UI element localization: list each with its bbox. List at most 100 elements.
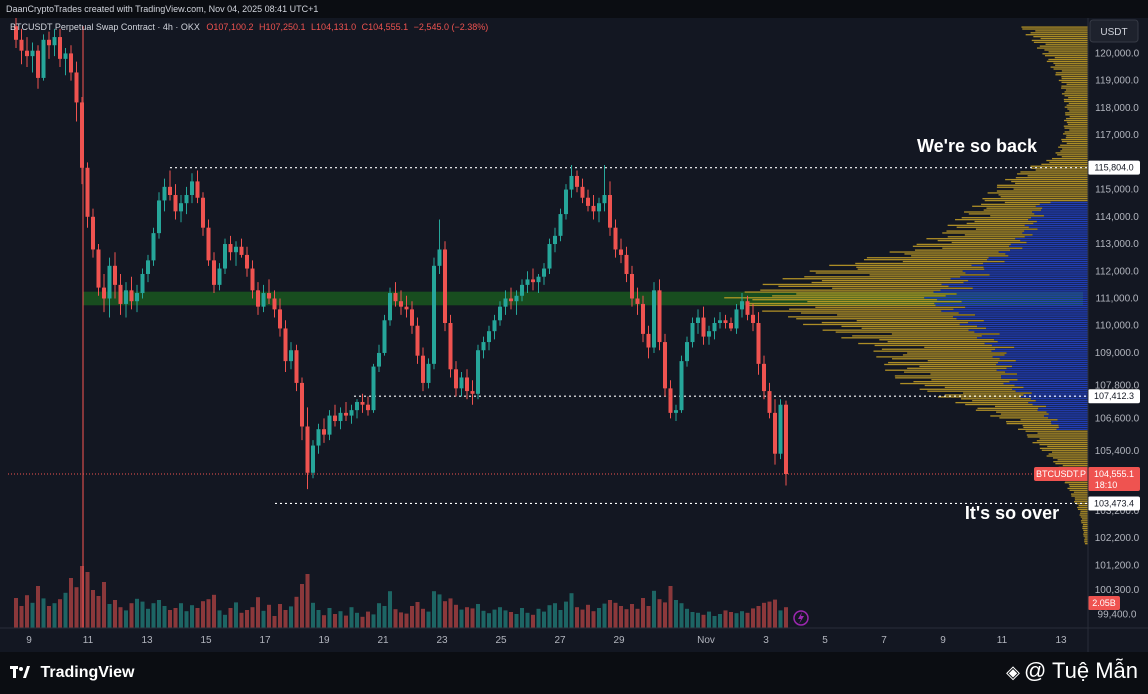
candle <box>613 227 618 250</box>
level-tag-middle-box[interactable] <box>1088 389 1140 404</box>
volume-profile-bar <box>746 302 935 305</box>
volume-profile-bar <box>1052 157 1088 160</box>
volume-profile-value-area-bar <box>1024 230 1088 232</box>
level-tag-upper: 115,804.0 <box>1094 163 1133 173</box>
volume-profile-bar <box>1031 39 1088 42</box>
volume-profile-bar <box>811 281 964 284</box>
volume-profile-value-area-bar <box>1014 384 1088 387</box>
candle <box>641 303 645 334</box>
volume-bar <box>564 601 568 628</box>
volume-bar <box>481 610 486 628</box>
volume-tag-box[interactable] <box>1088 596 1120 610</box>
candle <box>349 410 354 416</box>
volume-profile-bar <box>1000 196 1088 198</box>
volume-profile-value-area-bar <box>1026 241 1088 244</box>
volume-profile-bar <box>891 333 1000 335</box>
last-price-box[interactable] <box>1088 466 1140 491</box>
tradingview-logo[interactable]: TradingView <box>10 664 134 682</box>
volume-profile-bar <box>1069 116 1088 118</box>
volume-profile-bar <box>1045 43 1088 45</box>
volume-profile-bar <box>907 352 1007 354</box>
volume-profile-bar <box>1039 443 1088 446</box>
symbol-tag-box[interactable] <box>1034 466 1088 481</box>
level-tag-lower-box[interactable] <box>1088 496 1140 511</box>
volume-bar <box>558 610 563 628</box>
volume-profile-bar <box>1020 419 1058 421</box>
volume-profile-bar <box>1055 64 1088 66</box>
volume-bar <box>492 609 497 628</box>
volume-bar <box>107 604 112 628</box>
volume-bar <box>311 602 315 628</box>
candle <box>168 186 172 196</box>
time-tick-label: 27 <box>554 635 566 646</box>
candle <box>239 246 244 255</box>
volume-profile-bar <box>1049 161 1088 164</box>
flash-icon[interactable] <box>793 610 809 626</box>
volume-profile-bar <box>1025 34 1088 36</box>
volume-profile-bar <box>1053 68 1088 70</box>
volume-profile-bar <box>1064 100 1088 103</box>
annotation-top: We're so back <box>917 136 1038 156</box>
candle <box>696 317 700 323</box>
volume-profile-bar <box>752 299 937 301</box>
volume-bar <box>360 616 365 628</box>
candle <box>206 227 211 261</box>
price-tick-label: 118,000.0 <box>1095 103 1139 114</box>
price-chart[interactable]: 120,000.0 119,000.0 118,000.0 117,000.0 115,… <box>0 0 1148 652</box>
volume-bar <box>729 612 733 628</box>
volume-profile-value-area-bar <box>1017 373 1088 375</box>
volume-profile-bar <box>1066 117 1088 120</box>
volume-profile-value-area-bar <box>965 306 1088 308</box>
volume-profile-value-area-bar <box>976 337 1088 339</box>
volume-profile-bar <box>1077 508 1088 511</box>
volume-profile-bar <box>1036 47 1088 49</box>
volume-profile-bar <box>1011 180 1088 183</box>
volume-bar <box>305 574 310 628</box>
volume-bar <box>69 578 73 628</box>
volume-profile-value-area-bar <box>1051 421 1088 423</box>
volume-profile-value-area-bar <box>961 300 1088 303</box>
candle <box>316 429 321 446</box>
volume-bar <box>448 598 453 628</box>
volume-bar <box>201 601 205 628</box>
volume-bar <box>734 613 739 628</box>
volume-bar <box>723 610 728 628</box>
candle <box>63 53 68 59</box>
candle <box>553 235 557 245</box>
volume-profile-value-area-bar <box>988 257 1088 259</box>
volume-profile-bar <box>1039 45 1088 47</box>
volume-bar <box>316 610 321 628</box>
volume-bar <box>135 598 139 628</box>
volume-bar <box>602 603 607 628</box>
candle <box>481 342 486 351</box>
candle <box>531 279 535 283</box>
footer-bar: TradingView ◈ @ Tuệ Mẫn <box>0 652 1148 694</box>
binance-icon: ◈ <box>1006 662 1020 682</box>
volume-profile-bar <box>1022 424 1059 427</box>
volume-profile-bar <box>1041 163 1088 165</box>
currency-box[interactable] <box>1089 19 1139 43</box>
volume-profile-value-area-bar <box>945 295 1088 297</box>
volume-profile-value-area-bar <box>996 363 1088 366</box>
volume-bar <box>129 603 134 628</box>
volume-profile-bar <box>1082 523 1088 526</box>
volume-profile-value-area-bar <box>1046 411 1088 413</box>
time-tick-label: 25 <box>495 635 507 646</box>
volume-bar <box>470 608 475 628</box>
symbol-legend[interactable]: BTCUSDT Perpetual Swap Contract · 4h · O… <box>10 22 488 32</box>
volume-profile-bar <box>1067 123 1088 125</box>
candle <box>47 39 51 46</box>
volume-profile-bar <box>927 390 1016 392</box>
volume-bar <box>536 608 541 628</box>
volume-profile-value-area-bar <box>975 314 1088 316</box>
level-tag-upper-box[interactable] <box>1088 160 1140 175</box>
volume-profile-value-area-bar <box>1015 238 1088 240</box>
volume-profile-value-area-bar <box>1035 400 1088 402</box>
candle <box>256 290 260 307</box>
volume-profile-value-area-bar <box>1051 422 1088 425</box>
candle <box>283 328 288 362</box>
ohlc-open: O107,100.2 <box>206 22 254 32</box>
candle <box>360 401 365 405</box>
volume-profile-bar <box>1053 62 1088 64</box>
volume-profile-bar <box>924 346 1015 348</box>
